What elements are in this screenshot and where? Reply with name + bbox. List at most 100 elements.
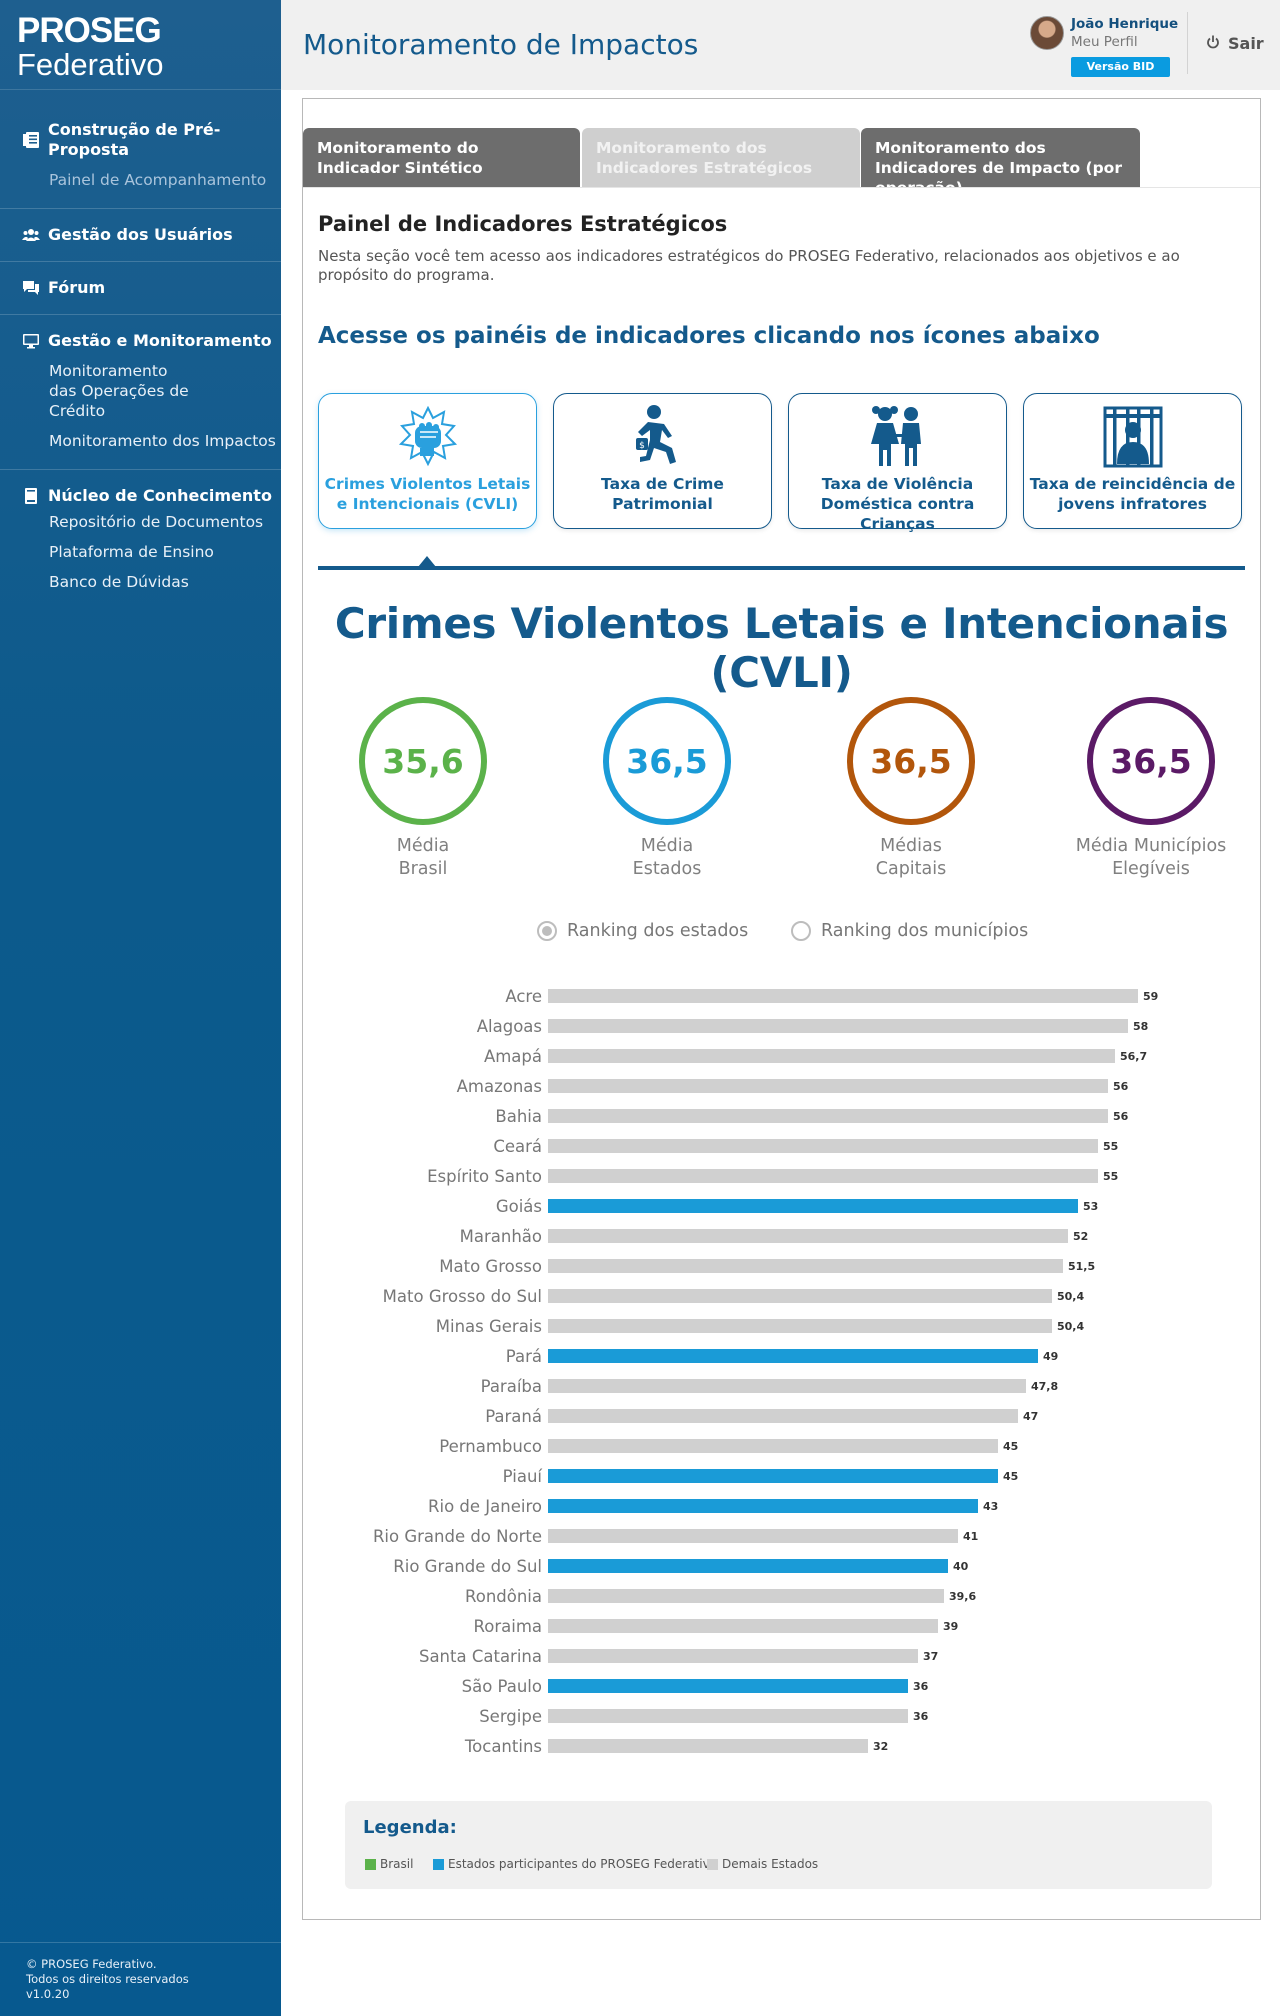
nav-head-forum[interactable]: Fórum <box>22 278 281 298</box>
radio-ranking-municipios[interactable]: Ranking dos municípios <box>791 921 1028 941</box>
bar-category-label: Mato Grosso do Sul <box>383 1287 542 1306</box>
bar[interactable] <box>548 1409 1018 1423</box>
bar[interactable] <box>548 1349 1038 1363</box>
footer-copyright: © PROSEG Federativo. <box>26 1957 157 1971</box>
card-violencia-domestica[interactable]: Taxa de Violência Doméstica contra Crian… <box>788 393 1007 533</box>
bar[interactable] <box>548 1049 1115 1063</box>
bar[interactable] <box>548 1529 958 1543</box>
bar-category-label: Rio Grande do Norte <box>373 1527 542 1546</box>
bar[interactable] <box>548 1079 1108 1093</box>
radio-label: Ranking dos municípios <box>821 921 1029 941</box>
bar-value-label: 37 <box>923 1650 938 1663</box>
bar-category-label: Mato Grosso <box>439 1257 542 1276</box>
bar[interactable] <box>548 1379 1026 1393</box>
bar[interactable] <box>548 1319 1052 1333</box>
chat-bubbles-icon <box>22 279 40 297</box>
legend-label: Estados participantes do PROSEG Federati… <box>448 1857 718 1871</box>
bar[interactable] <box>548 1559 948 1573</box>
tab-estrategicos[interactable]: Monitoramento dos Indicadores Estratégic… <box>582 128 860 187</box>
logout-button[interactable]: Sair <box>1206 34 1264 53</box>
bar-value-label: 49 <box>1043 1350 1058 1363</box>
nav-head-usuarios[interactable]: Gestão dos Usuários <box>22 225 281 245</box>
prisoner-bars-icon <box>1024 404 1241 470</box>
nav-head-gestao[interactable]: Gestão e Monitoramento <box>22 331 281 351</box>
nav-head-label: Gestão e Monitoramento <box>48 331 272 350</box>
bar[interactable] <box>548 1199 1078 1213</box>
bar[interactable] <box>548 1649 918 1663</box>
bar[interactable] <box>548 1709 908 1723</box>
bar-category-label: Maranhão <box>460 1227 542 1246</box>
bar[interactable] <box>548 1289 1052 1303</box>
bar[interactable] <box>548 1439 998 1453</box>
bar[interactable] <box>548 1139 1098 1153</box>
nav-section-gestao: Gestão e Monitoramento Monitoramento das… <box>0 315 281 470</box>
bar[interactable] <box>548 1589 944 1603</box>
bar[interactable] <box>548 1019 1128 1033</box>
bar-value-label: 45 <box>1003 1440 1018 1453</box>
nav-head-label: Núcleo de Conhecimento <box>48 486 272 505</box>
bar-value-label: 36 <box>913 1680 929 1693</box>
sidebar-item-operacoes[interactable]: Monitoramento das Operações de Crédito <box>49 362 189 420</box>
tab-divider <box>303 187 1260 188</box>
bar-category-label: Goiás <box>496 1197 542 1216</box>
sidebar-item-impactos[interactable]: Monitoramento dos Impactos <box>49 432 276 450</box>
metric-label: Média Municípios Elegíveis <box>1066 835 1236 881</box>
panel-title: Painel de Indicadores Estratégicos <box>318 212 728 236</box>
power-icon <box>1206 34 1220 53</box>
bar[interactable] <box>548 1169 1098 1183</box>
bar-category-label: Rondônia <box>465 1587 542 1606</box>
nav-head-nucleo[interactable]: Núcleo de Conhecimento <box>22 486 281 506</box>
bar-category-label: Alagoas <box>477 1017 542 1036</box>
header: Monitoramento de Impactos João Henrique … <box>281 0 1280 90</box>
bar[interactable] <box>548 1739 868 1753</box>
indicator-title: Crimes Violentos Letais e Intencionais (… <box>334 599 1229 697</box>
bar[interactable] <box>548 1619 938 1633</box>
sidebar-item-painel[interactable]: Painel de Acompanhamento <box>49 171 267 189</box>
bar[interactable] <box>548 1259 1063 1273</box>
metric-capitais: 36,5 Médias Capitais <box>831 697 991 881</box>
logout-label: Sair <box>1228 34 1264 53</box>
logo[interactable]: PROSEG Federativo <box>0 0 281 90</box>
logo-line2: Federativo <box>17 47 164 82</box>
nav-head-pre-proposta[interactable]: Construção de Pré-Proposta <box>22 120 281 160</box>
radio-ranking-estados[interactable]: Ranking dos estados <box>537 921 748 941</box>
bar[interactable] <box>548 1499 978 1513</box>
avatar[interactable] <box>1030 16 1064 50</box>
card-crime-patrimonial[interactable]: $ Taxa de Crime Patrimonial <box>553 393 772 529</box>
card-label: Taxa de Violência Doméstica contra Crian… <box>820 475 975 533</box>
card-cvli[interactable]: Crimes Violentos Letais e Intencionais (… <box>318 393 537 529</box>
bar-value-label: 47 <box>1023 1410 1038 1423</box>
sidebar-footer: © PROSEG Federativo. Todos os direitos r… <box>0 1942 281 2016</box>
user-name[interactable]: João Henrique <box>1071 16 1179 32</box>
tab-sintetico[interactable]: Monitoramento do Indicador Sintético <box>303 128 580 187</box>
metric-label-line2: Brasil <box>398 859 448 879</box>
radio-circle-icon <box>791 921 811 941</box>
bar[interactable] <box>548 1469 998 1483</box>
bar-category-label: Amapá <box>484 1047 542 1066</box>
profile-link[interactable]: Meu Perfil <box>1071 34 1138 50</box>
metric-ring: 35,6 <box>359 697 487 825</box>
card-reincidencia[interactable]: Taxa de reincidência de jovens infratore… <box>1023 393 1242 529</box>
sidebar-item-ensino[interactable]: Plataforma de Ensino <box>49 543 214 561</box>
sidebar-item-duvidas[interactable]: Banco de Dúvidas <box>49 573 189 591</box>
bar[interactable] <box>548 1109 1108 1123</box>
bar[interactable] <box>548 989 1138 1003</box>
tab-impacto[interactable]: Monitoramento dos Indicadores de Impacto… <box>861 128 1140 197</box>
bar-category-label: Paraíba <box>481 1377 542 1396</box>
bar-category-label: Paraná <box>485 1407 542 1426</box>
bar-category-label: Ceará <box>493 1137 542 1156</box>
bar-value-label: 47,8 <box>1031 1380 1058 1393</box>
sidebar-item-repositorio[interactable]: Repositório de Documentos <box>49 513 264 531</box>
legend-label: Brasil <box>380 1857 414 1871</box>
metric-label: Médias Capitais <box>831 835 991 881</box>
bar-category-label: Amazonas <box>457 1077 542 1096</box>
nav-section-nucleo: Núcleo de Conhecimento Repositório de Do… <box>0 470 281 592</box>
legend-item-demais: Demais Estados <box>707 1857 818 1871</box>
bar-value-label: 36 <box>913 1710 929 1723</box>
bar[interactable] <box>548 1229 1068 1243</box>
card-label: Taxa de reincidência de jovens infratore… <box>1029 475 1236 513</box>
bar-value-label: 40 <box>953 1560 969 1573</box>
bar[interactable] <box>548 1679 908 1693</box>
metric-ring: 36,5 <box>1087 697 1215 825</box>
legend-swatch <box>707 1858 718 1870</box>
